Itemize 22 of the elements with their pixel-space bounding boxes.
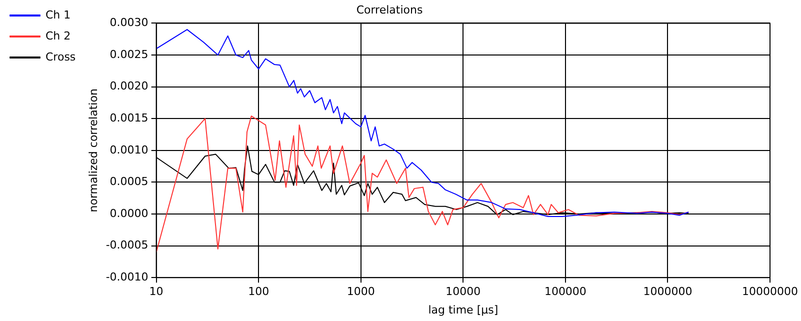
legend-label: Ch 2 — [46, 29, 71, 42]
x-tick-label: 10000 — [446, 285, 481, 298]
y-tick-label: 0.0015 — [110, 111, 148, 124]
legend-label: Ch 1 — [46, 8, 71, 22]
y-tick-label: 0.0020 — [110, 80, 148, 93]
x-tick-label: 10000000 — [742, 285, 798, 298]
y-tick-label: 0.0025 — [110, 48, 148, 61]
y-tick-label: -0.0010 — [106, 270, 148, 284]
x-tick-label: 100000 — [544, 285, 586, 298]
y-tick-label: 0.0005 — [110, 175, 148, 188]
y-tick-label: -0.0005 — [106, 238, 148, 252]
x-tick-label: 1000 — [346, 285, 375, 298]
y-tick-label: 0.0030 — [110, 16, 148, 30]
y-axis-title: normalized correlation — [87, 88, 100, 212]
x-axis-title: lag time [µs] — [428, 303, 498, 316]
y-tick-label: 0.0000 — [110, 206, 148, 220]
x-tick-label: 10 — [149, 285, 164, 298]
legend-label: Cross — [46, 50, 76, 64]
x-tick-label: 100 — [248, 285, 270, 298]
y-tick-label: 0.0010 — [110, 143, 148, 156]
x-tick-label: 1000000 — [643, 285, 692, 298]
chart-title: Correlations — [356, 3, 423, 16]
